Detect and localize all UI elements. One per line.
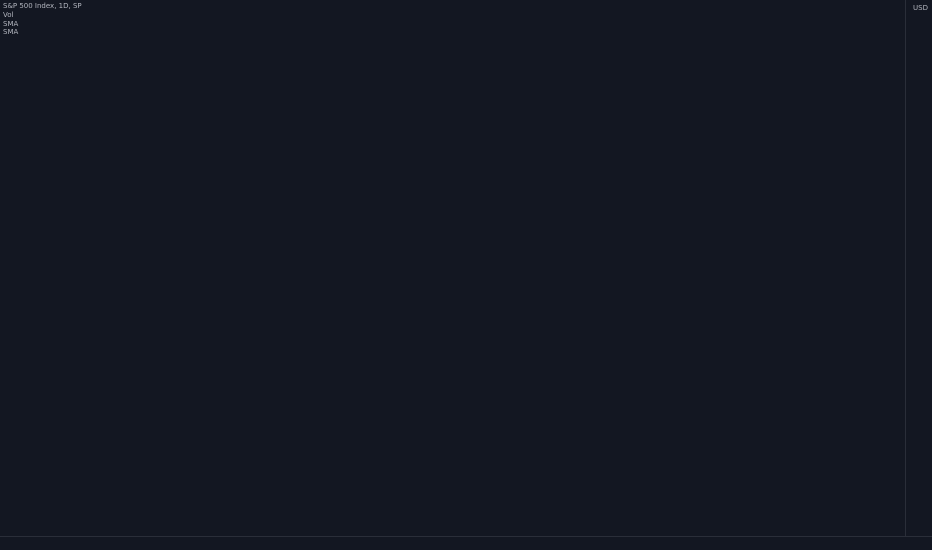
legend-item: Vol [3,11,14,19]
legend-item: SMA [3,28,18,36]
legend-item: SMA [3,20,18,28]
currency: USD [913,4,928,12]
symbol-title: S&P 500 Index, 1D, SP [3,2,82,10]
